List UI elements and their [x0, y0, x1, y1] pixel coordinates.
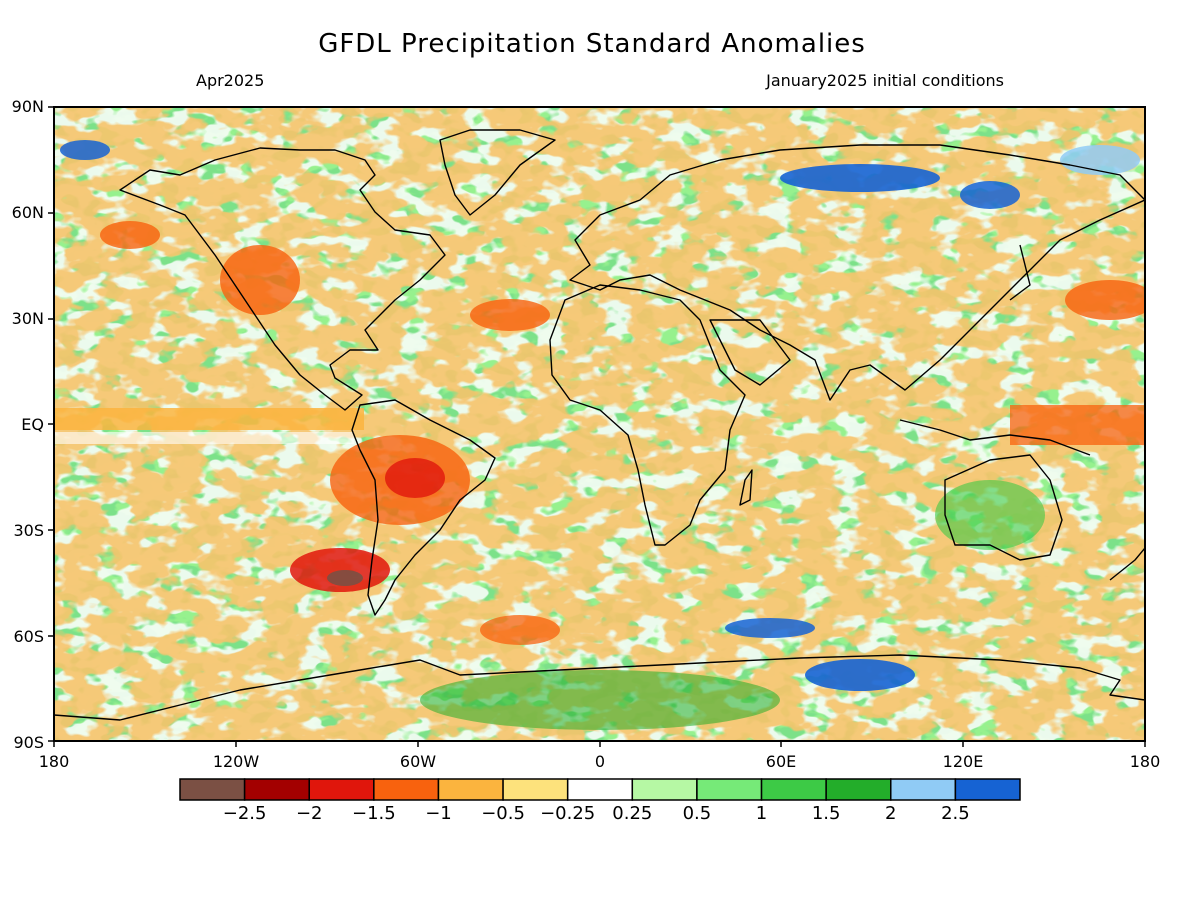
colorbar-label: −1: [425, 803, 452, 824]
colorbar-label: −1.5: [352, 803, 396, 824]
colorbar-labels: −2.5 −2 −1.5 −1 −0.5 −0.25 0.25 0.5 1 1.5 2 2.5: [223, 803, 970, 824]
lon-label: 60E: [766, 752, 796, 771]
lat-label: 90N: [12, 97, 44, 116]
coastlines: [54, 129, 1145, 721]
lon-label: 120E: [943, 752, 984, 771]
colorbar-swatch: [954, 778, 1021, 801]
colorbar-swatch: [502, 778, 569, 801]
colorbar-swatch: [243, 778, 310, 801]
lat-label: 30N: [12, 309, 44, 328]
colorbar-swatch: [179, 778, 246, 801]
longitude-axis: 180 120W 60W 0 60E 120E 180: [39, 752, 1161, 771]
colorbar-label: −0.25: [540, 803, 595, 824]
colorbar-label: 2: [885, 803, 896, 824]
lon-label: 120W: [213, 752, 260, 771]
lat-label: 90S: [13, 733, 44, 752]
colorbar-swatch: [825, 778, 892, 801]
initial-conditions-label: January2025 initial conditions: [765, 71, 1004, 90]
latitude-axis: 90N 60N 30N EQ 30S 60S 90S: [12, 97, 44, 752]
colorbar-label: −2: [296, 803, 323, 824]
latitude-ticks: [48, 106, 54, 742]
lon-label: 0: [595, 752, 605, 771]
colorbar-label: 0.5: [683, 803, 712, 824]
colorbar-swatch: [373, 778, 440, 801]
colorbar-swatch: [696, 778, 763, 801]
lon-label: 60W: [400, 752, 436, 771]
map-title: GFDL Precipitation Standard Anomalies: [318, 29, 866, 59]
colorbar-swatch: [566, 778, 634, 801]
colorbar-swatch: [437, 778, 504, 801]
lat-label: 60N: [12, 203, 44, 222]
colorbar-swatch: [890, 778, 957, 801]
colorbar-label: −2.5: [223, 803, 267, 824]
lat-label: 60S: [13, 627, 44, 646]
colorbar-label: 0.25: [612, 803, 652, 824]
longitude-ticks: [53, 741, 1146, 747]
lat-label: EQ: [21, 415, 44, 434]
colorbar-boxes: [179, 778, 1021, 801]
colorbar-swatch: [760, 778, 827, 801]
colorbar-label: 1: [756, 803, 767, 824]
precipitation-anomaly-field: [54, 107, 1145, 741]
lon-label: 180: [39, 752, 70, 771]
valid-month-label: Apr2025: [196, 71, 264, 90]
lat-label: 30S: [13, 521, 44, 540]
colorbar: −2.5 −2 −1.5 −1 −0.5 −0.25 0.25 0.5 1 1.5 2 2.5: [179, 778, 1021, 824]
colorbar-swatch: [308, 778, 375, 801]
colorbar-label: −0.5: [481, 803, 525, 824]
colorbar-label: 1.5: [812, 803, 841, 824]
colorbar-swatch: [631, 778, 698, 801]
lon-label: 180: [1130, 752, 1161, 771]
colorbar-label: 2.5: [941, 803, 970, 824]
